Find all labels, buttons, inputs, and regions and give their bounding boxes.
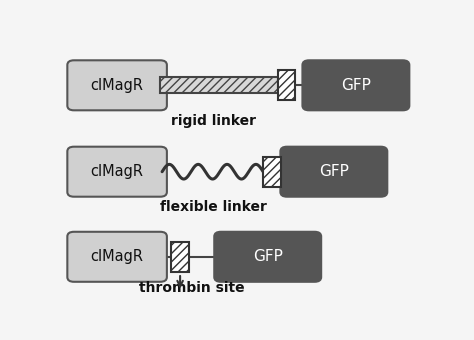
Bar [278,70,295,100]
Text: clMagR: clMagR [91,164,144,179]
FancyBboxPatch shape [67,60,167,110]
Text: GFP: GFP [253,249,283,264]
Text: flexible linker: flexible linker [160,200,267,214]
Text: GFP: GFP [341,78,371,93]
Text: rigid linker: rigid linker [171,114,256,128]
Bar [160,78,278,93]
FancyBboxPatch shape [67,232,167,282]
Text: GFP: GFP [319,164,349,179]
Bar [171,242,189,272]
Text: clMagR: clMagR [91,249,144,264]
Text: thrombin site: thrombin site [139,281,244,295]
FancyBboxPatch shape [214,232,321,282]
FancyBboxPatch shape [302,60,410,110]
Text: clMagR: clMagR [91,78,144,93]
FancyBboxPatch shape [281,147,387,197]
Bar [263,157,281,187]
FancyBboxPatch shape [67,147,167,197]
